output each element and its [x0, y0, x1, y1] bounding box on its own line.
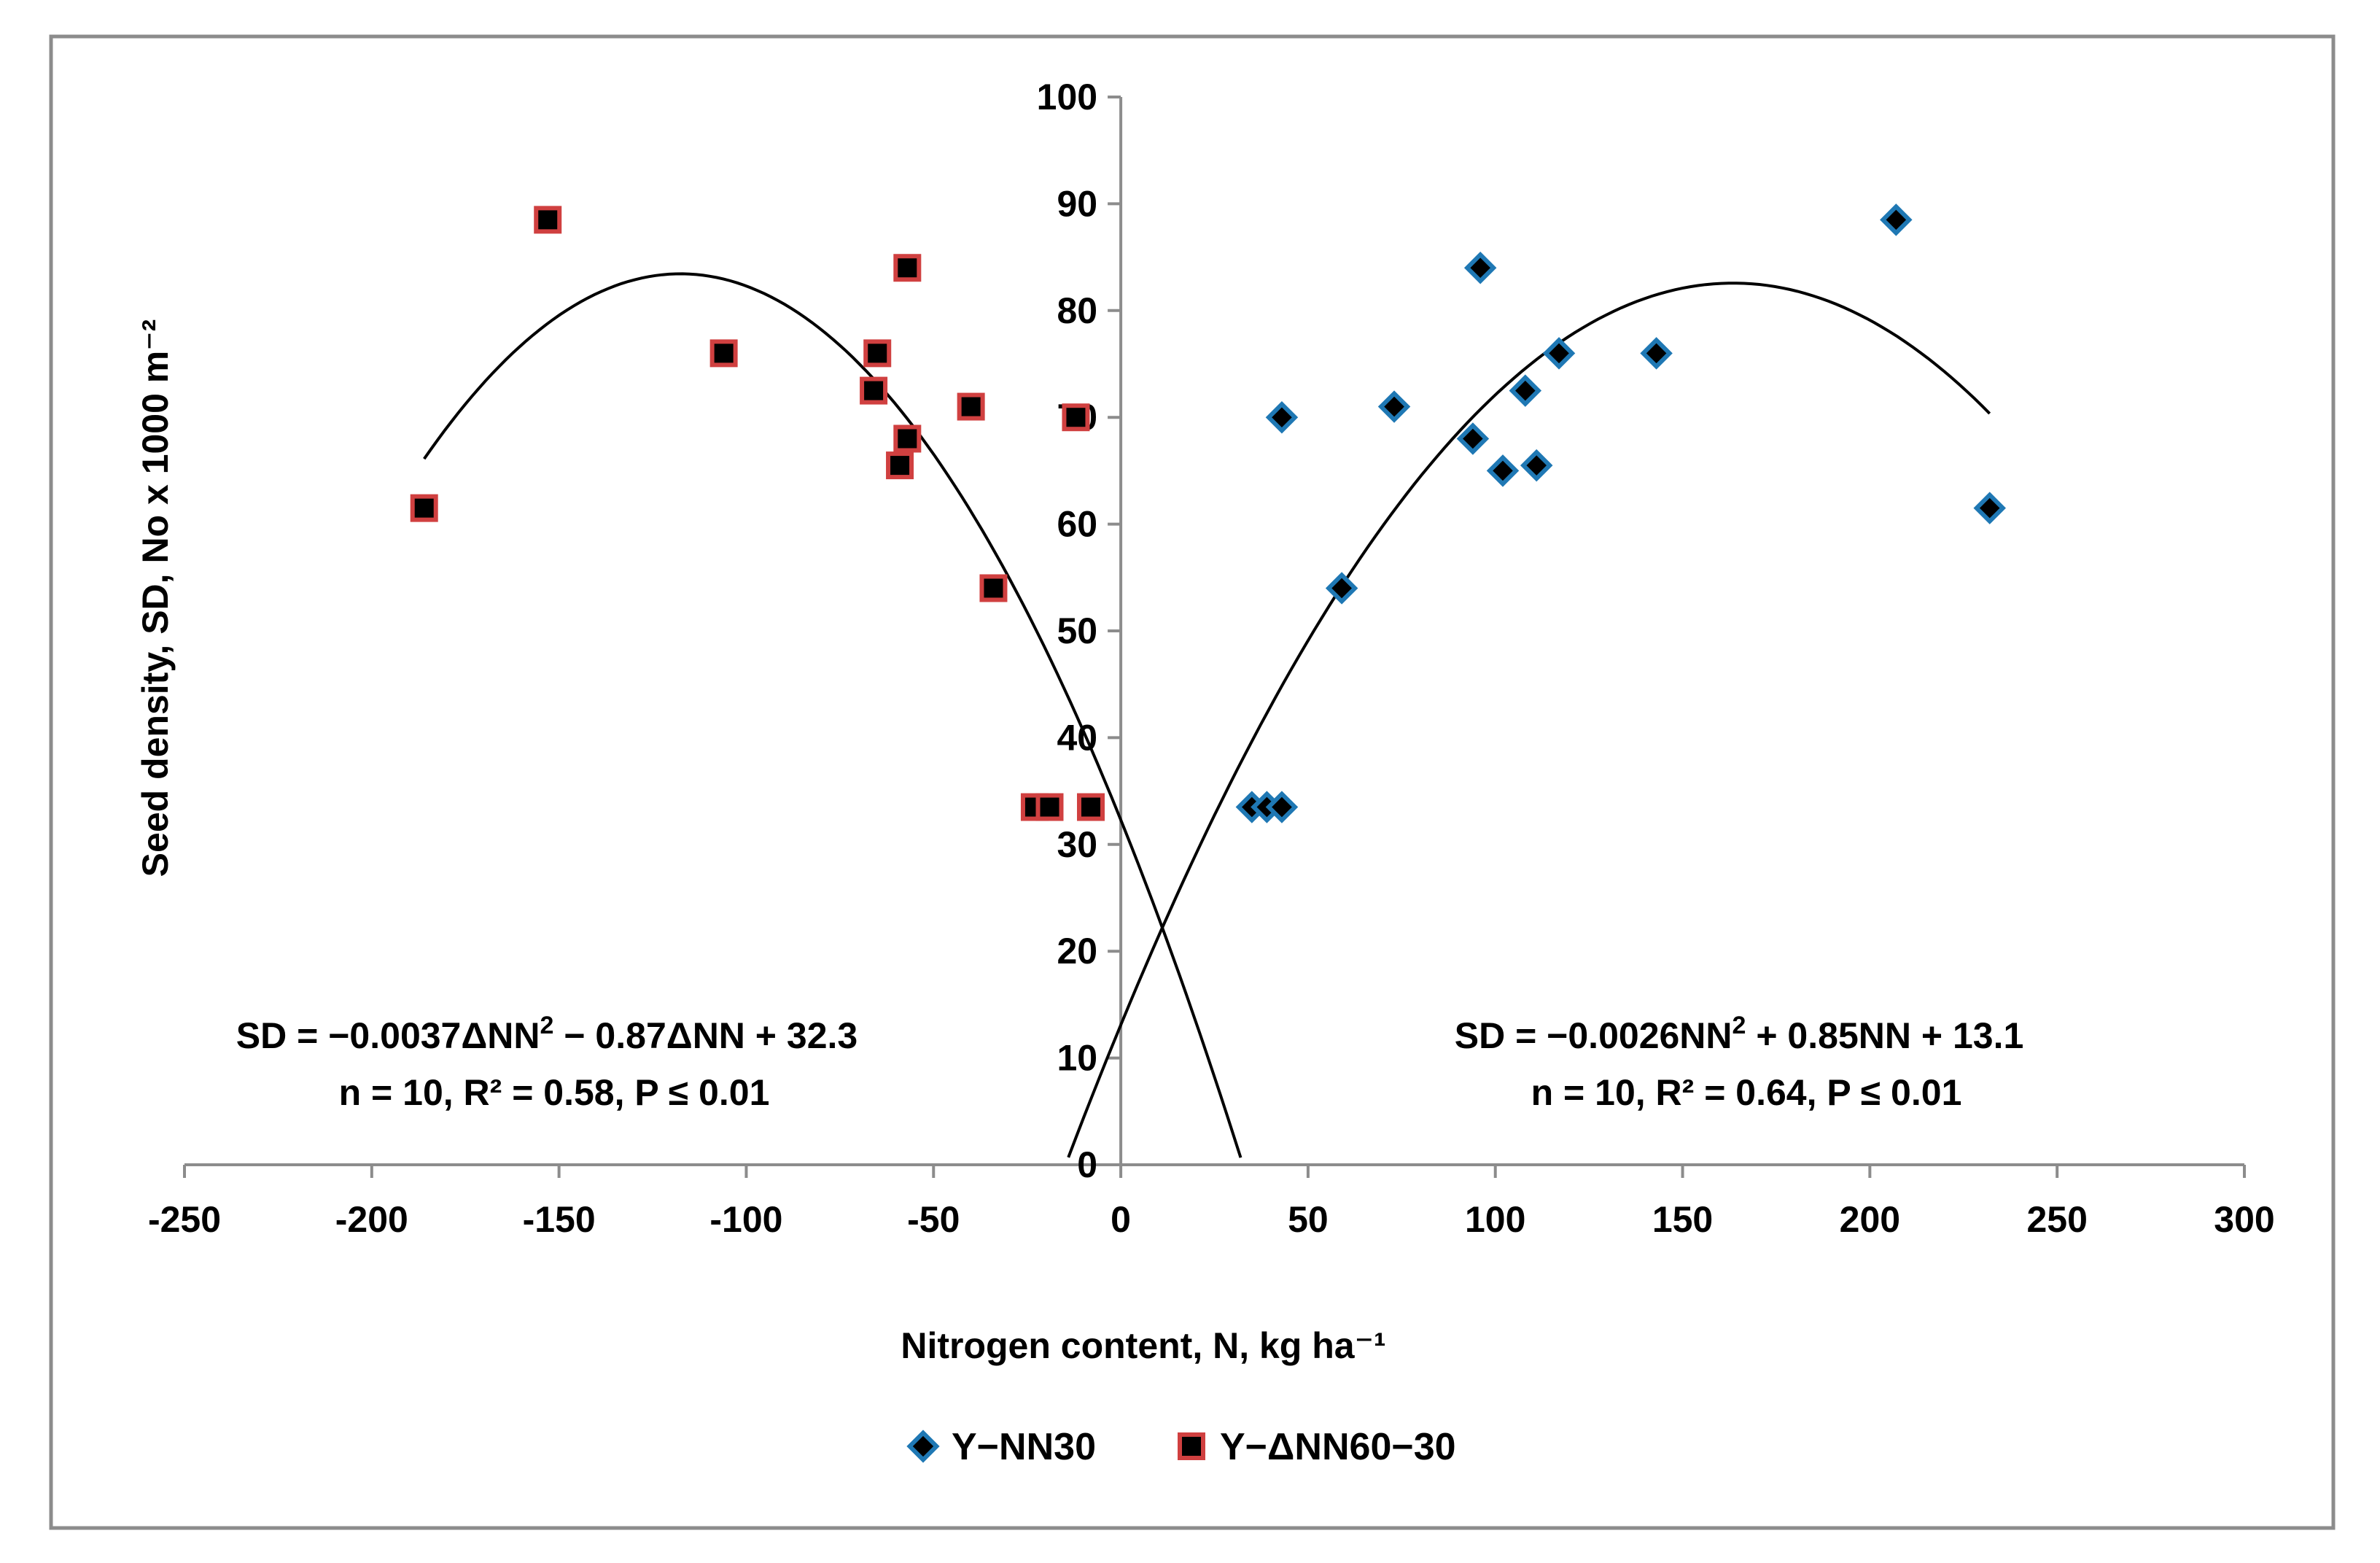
x-tick-label: 100 [1465, 1199, 1525, 1240]
y-tick-label: 30 [1057, 824, 1097, 865]
axes: -250 -200 -150 -100 -50 0 50 100 150 200 250 300010… [148, 77, 2275, 1240]
y-tick-label: 20 [1057, 931, 1097, 971]
data-point-dnn60-30 [979, 574, 1008, 602]
right-equation-annotation: SD = −0.0026NN2 + 0.85NN + 13.1 n = 10, … [1455, 1012, 2024, 1113]
legend: Y−NN30 Y−ΔNN60−30 [906, 1426, 1456, 1468]
x-tick-label: 50 [1288, 1199, 1329, 1240]
right-equation-tail: + 0.85NN + 13.1 [1746, 1015, 2023, 1056]
x-axis-title: Nitrogen content, N, kg ha⁻¹ [901, 1325, 1385, 1366]
trendline-series-1 [1067, 282, 1991, 1158]
x-tick-label: 250 [2026, 1199, 2087, 1240]
x-tick-label: -150 [523, 1199, 596, 1240]
legend-label-nn30: Y−NN30 [952, 1426, 1096, 1468]
data-point-dnn60-30 [1035, 793, 1064, 821]
x-tick-label: 200 [1840, 1199, 1900, 1240]
svg-text:SD = −0.0037ΔNN2 − 0.87ΔNN + 3: SD = −0.0037ΔNN2 − 0.87ΔNN + 32.3 [236, 1012, 858, 1056]
x-tick-label: -250 [148, 1199, 221, 1240]
trendline-series-2 [423, 272, 1242, 1158]
x-tick-label: -100 [709, 1199, 782, 1240]
chart-border [49, 34, 2336, 1530]
data-point-nn30 [1509, 374, 1542, 407]
data-point-nn30 [1520, 449, 1553, 482]
data-point-nn30 [1463, 251, 1497, 284]
data-point-nn30 [1542, 337, 1576, 370]
x-tick-label: 300 [2214, 1199, 2274, 1240]
y-tick-label: 0 [1077, 1144, 1097, 1185]
data-point-nn30 [1486, 454, 1520, 487]
y-axis-title: Seed density, SD, No x 1000 m⁻² [135, 319, 176, 877]
data-point-dnn60-30 [957, 392, 985, 421]
legend-label-dnn60-30: Y−ΔNN60−30 [1220, 1426, 1456, 1468]
data-point-dnn60-30 [863, 339, 892, 368]
data-point-dnn60-30 [886, 451, 914, 480]
data-point-dnn60-30 [860, 376, 888, 405]
data-point-nn30 [1973, 492, 2006, 524]
data-point-dnn60-30 [1062, 403, 1090, 432]
left-equation-stats: n = 10, R² = 0.58, P ≤ 0.01 [339, 1072, 770, 1113]
left-equation-lead: SD = −0.0037ΔNN [236, 1015, 540, 1056]
data-point-dnn60-30 [709, 339, 738, 368]
svg-text:SD = −0.0026NN2 + 0.85NN + 13.: SD = −0.0026NN2 + 0.85NN + 13.1 [1455, 1012, 2024, 1056]
y-tick-label: 100 [1037, 77, 1097, 117]
left-equation-annotation: SD = −0.0037ΔNN2 − 0.87ΔNN + 32.3 n = 10… [236, 1012, 858, 1113]
y-tick-label: 90 [1057, 183, 1097, 224]
left-equation-sup: 2 [540, 1012, 554, 1039]
data-point-dnn60-30 [893, 424, 922, 453]
x-tick-label: -200 [335, 1199, 408, 1240]
y-tick-label: 60 [1057, 504, 1097, 545]
y-tick-label: 10 [1057, 1038, 1097, 1079]
right-equation-lead: SD = −0.0026NN [1455, 1015, 1732, 1056]
y-tick-label: 50 [1057, 610, 1097, 651]
data-point-nn30 [1265, 791, 1299, 823]
trendlines [423, 272, 1991, 1158]
data-point-dnn60-30 [893, 254, 922, 282]
data-point-nn30 [1265, 400, 1299, 434]
data-point-nn30 [1456, 422, 1490, 455]
left-equation-tail: − 0.87ΔNN + 32.3 [553, 1015, 858, 1056]
legend-marker-dnn60-30 [1178, 1432, 1205, 1460]
x-tick-label: 150 [1652, 1199, 1713, 1240]
data-point-nn30 [1880, 203, 1913, 236]
x-tick-label: -50 [907, 1199, 960, 1240]
data-point-dnn60-30 [410, 494, 438, 522]
data-point-nn30 [1640, 337, 1673, 370]
legend-marker-nn30 [906, 1430, 940, 1463]
data-point-dnn60-30 [534, 206, 562, 234]
data-point-dnn60-30 [1077, 793, 1105, 821]
data-point-nn30 [1377, 390, 1411, 423]
data-point-nn30 [1325, 572, 1358, 605]
right-equation-stats: n = 10, R² = 0.64, P ≤ 0.01 [1531, 1072, 1962, 1113]
data-points [410, 203, 2006, 823]
y-tick-label: 80 [1057, 290, 1097, 331]
x-tick-label: 0 [1111, 1199, 1131, 1240]
right-equation-sup: 2 [1732, 1012, 1746, 1039]
